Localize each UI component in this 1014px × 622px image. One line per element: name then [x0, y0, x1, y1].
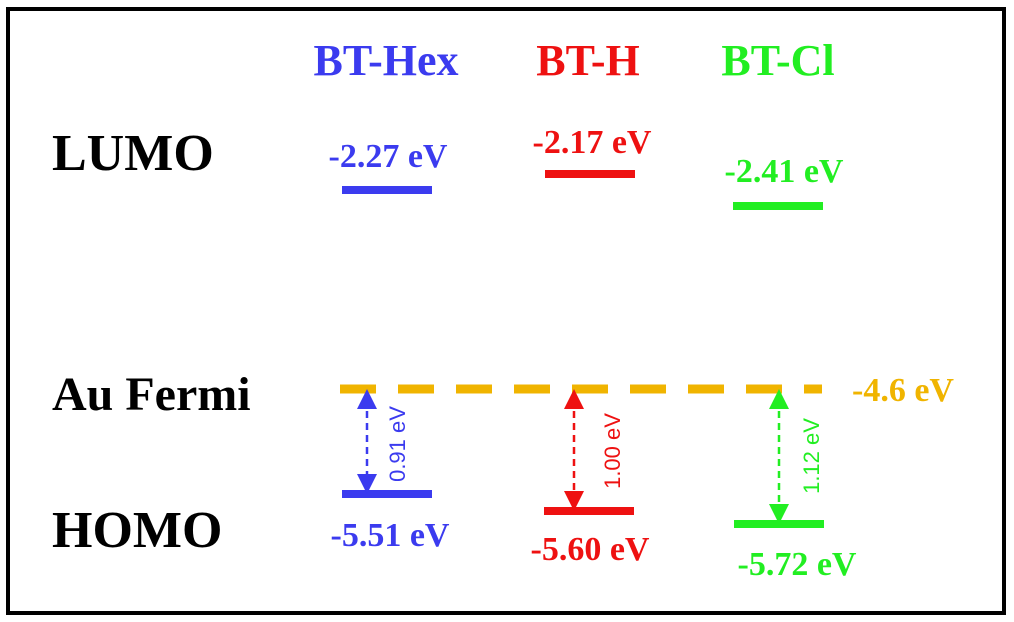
header-bt-cl: BT-Cl — [721, 36, 834, 85]
homo-value-bt-cl: -5.72 eV — [738, 546, 857, 583]
diagram-border — [6, 7, 1006, 615]
lumo-value-bt-h: -2.17 eV — [533, 124, 652, 161]
homo-value-bt-hex: -5.51 eV — [331, 517, 450, 554]
homo-value-bt-h: -5.60 eV — [531, 531, 650, 568]
fermi-value: -4.6 eV — [852, 372, 954, 409]
lumo-value-bt-cl: -2.41 eV — [725, 153, 844, 190]
lumo-value-bt-hex: -2.27 eV — [329, 138, 448, 175]
gap-label-bt-cl: 1.12 eV — [799, 418, 824, 494]
gap-label-bt-h: 1.00 eV — [600, 413, 625, 489]
header-bt-h: BT-H — [536, 36, 640, 85]
row-label-fermi: Au Fermi — [52, 368, 251, 421]
header-bt-hex: BT-Hex — [313, 36, 458, 85]
row-label-lumo: LUMO — [52, 125, 214, 182]
gap-label-bt-hex: 0.91 eV — [385, 406, 410, 482]
row-label-homo: HOMO — [52, 502, 222, 559]
